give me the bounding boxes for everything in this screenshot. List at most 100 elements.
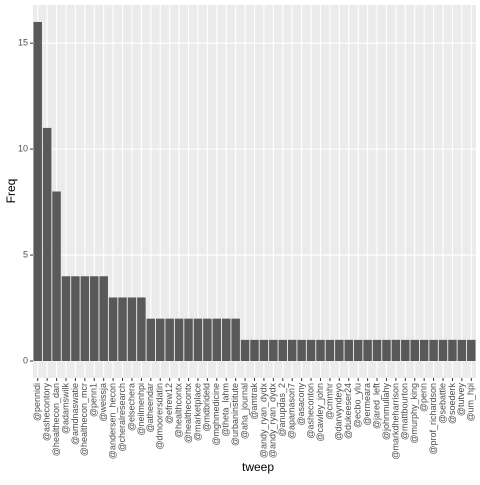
x-tick-label: @amdnaswatie (70, 383, 80, 445)
bar (127, 297, 137, 362)
bar (99, 276, 108, 362)
bar (297, 339, 306, 362)
bar (306, 339, 316, 362)
x-tick-label: @ecbo_ylu (353, 383, 363, 428)
bar (203, 318, 212, 362)
bar (90, 276, 99, 362)
x-tick-label: @darwyndeyo (334, 383, 344, 441)
x-tick-label: @adamswilk (60, 383, 70, 435)
x-tick-label: @um_hpi (466, 383, 476, 422)
bar (410, 339, 419, 362)
x-tick-label: @prof_richardson (428, 383, 438, 455)
x-tick-label: @jared_left (371, 383, 381, 430)
bar (467, 339, 476, 362)
bar (401, 339, 410, 362)
bar (269, 339, 278, 362)
x-tick-label: @healthecon_mcr (79, 383, 89, 456)
x-tick-label: @cmmhr (324, 383, 334, 420)
x-tick-label: @penn (419, 383, 429, 412)
y-axis-title: Freq (4, 179, 18, 204)
bar (212, 318, 222, 362)
bar (382, 339, 391, 362)
bar (137, 297, 146, 362)
x-tick-label: @cawley_john (315, 383, 325, 442)
bar (316, 339, 325, 362)
bar (419, 339, 429, 362)
x-tick-label: @murphy_king (409, 383, 419, 444)
x-tick-label: @urbaninstitute (230, 383, 240, 446)
x-tick-label: @elsechera (126, 383, 136, 431)
x-tick-label: @dukeeser24 (343, 383, 353, 439)
bar (335, 339, 344, 362)
bar (240, 339, 250, 362)
x-tick-label: @aha_journal (239, 383, 249, 439)
x-tick-label: @amtrak (249, 383, 259, 420)
bar (80, 276, 90, 362)
bar (156, 318, 165, 362)
x-tick-label: @johnmullahy (381, 383, 391, 441)
x-tick-label: @mghmedicine (211, 383, 221, 446)
bar (448, 339, 457, 362)
x-tick-label: @healthcontx (173, 383, 183, 439)
bar (438, 339, 448, 362)
bar (193, 318, 203, 362)
x-tick-label: @apamason7 (287, 383, 297, 439)
x-tick-label: @weissja (98, 383, 108, 422)
x-tick-label: @efrew12 (164, 383, 174, 424)
x-tick-label: @penn1 (89, 383, 99, 417)
bar (391, 339, 401, 362)
x-tick-label: @ashecontory (42, 383, 52, 442)
bar (118, 297, 127, 362)
bar (344, 339, 353, 362)
bar (221, 318, 231, 362)
y-tick-label: 5 (23, 249, 28, 259)
bar (250, 339, 259, 362)
bar (231, 318, 240, 362)
bar (165, 318, 174, 362)
y-tick-label: 0 (23, 355, 28, 365)
x-tick-label: @pennidi (32, 383, 42, 421)
bar (174, 318, 184, 362)
bar (325, 339, 335, 362)
x-tick-label: @ermeara (362, 383, 372, 426)
y-tick-label: 15 (18, 38, 28, 48)
x-tick-label: @cheralresearch (117, 383, 127, 452)
x-tick-label: @healthecon_dan (51, 383, 61, 456)
bar (71, 276, 80, 362)
bar (108, 297, 118, 362)
y-tick-label: 10 (18, 143, 28, 153)
x-tick-label: @sebattle (437, 383, 447, 424)
bar (429, 339, 438, 362)
bar (363, 339, 372, 362)
bar (61, 276, 71, 362)
x-tick-label: @asheconton (305, 383, 315, 439)
x-tick-label: @andy_ryan_dydx (268, 383, 278, 459)
x-tick-label: @tutvey (456, 383, 466, 417)
x-tick-label: @andersen_hecon (107, 383, 117, 459)
bar (52, 191, 61, 362)
bar (33, 21, 42, 362)
x-tick-label: @andy_ryan_dydx (258, 383, 268, 459)
bar (372, 339, 382, 362)
x-tick-label: @healthecontx (183, 383, 193, 444)
x-tick-label: @theta_lahm (221, 383, 231, 437)
bar (184, 318, 193, 362)
x-tick-label: @soederk (447, 383, 457, 425)
bar (42, 127, 52, 362)
bar (457, 339, 467, 362)
bar (353, 339, 363, 362)
bar (146, 318, 156, 362)
x-tick-label: @anupdas_2 (277, 383, 287, 437)
x-tick-label: @mdbrideld (202, 383, 212, 432)
bar (287, 339, 297, 362)
bar (259, 339, 269, 362)
x-tick-label: @markdheharrison (390, 383, 400, 460)
x-tick-label: @marketplace (192, 383, 202, 441)
x-tick-label: @dmoorersdatin (155, 383, 165, 450)
x-axis-title: tweep (242, 460, 274, 474)
x-tick-label: @asacony (296, 383, 306, 426)
x-tick-label: @atheendar (145, 383, 155, 433)
x-tick-label: @neilmenhpi (136, 383, 146, 436)
x-tick-label: @mattbourton (400, 383, 410, 440)
